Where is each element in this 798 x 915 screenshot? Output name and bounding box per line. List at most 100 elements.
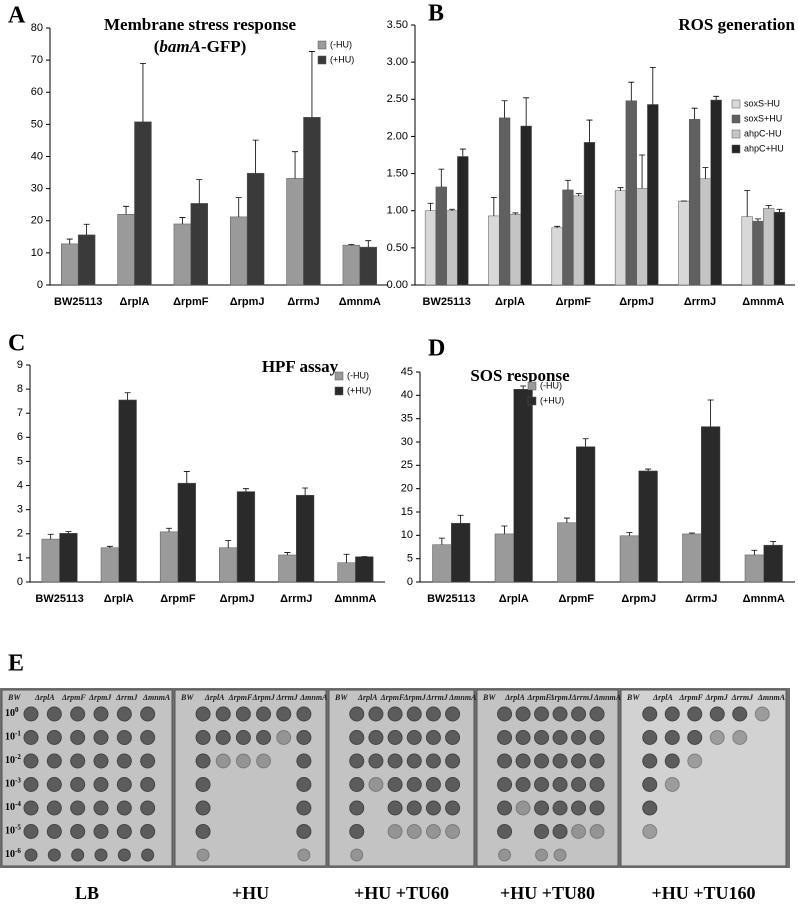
bar	[744, 554, 764, 583]
error-bar	[242, 488, 249, 492]
dilution-exp: -5	[15, 823, 21, 831]
colony-spot	[642, 753, 658, 769]
strain-label: ΔrplA	[504, 693, 525, 702]
y-tick-label: 50	[31, 118, 43, 130]
subtitle-part: bamA	[159, 37, 201, 56]
error-bar	[649, 66, 656, 105]
dilution-exp: -3	[15, 776, 21, 784]
bar	[509, 214, 522, 286]
colony-spot	[571, 824, 587, 839]
bar	[498, 117, 511, 286]
legend-swatch	[527, 396, 537, 406]
colony-spot	[515, 706, 531, 722]
bar	[118, 399, 137, 583]
x-tick-label: ΔrplA	[104, 593, 134, 605]
error-bar	[166, 527, 173, 532]
colony-spot	[515, 777, 531, 792]
dilution-label: 10-6	[5, 847, 21, 861]
strain-label: ΔrpmF	[678, 693, 703, 702]
colony-spot	[445, 706, 461, 722]
colony-spot	[140, 800, 156, 816]
error-bar	[523, 97, 530, 127]
colony-spot	[445, 730, 461, 745]
colony-spot	[195, 800, 211, 816]
x-tick-label: ΔrpmJ	[220, 593, 255, 605]
error-bar	[586, 119, 593, 143]
chart-title: ROS generation	[678, 15, 795, 34]
bar	[513, 389, 533, 583]
subtitle-part: (	[154, 37, 160, 56]
colony-spot	[46, 824, 62, 839]
colony-spot	[368, 753, 384, 769]
error-bar	[284, 552, 291, 555]
colony-spot	[687, 706, 703, 722]
legend-label: (-HU)	[330, 39, 352, 49]
legend-swatch	[731, 114, 741, 124]
x-tick-label: ΔrpmF	[559, 593, 595, 605]
error-bar	[564, 179, 571, 190]
colony-spot	[553, 848, 567, 862]
bar	[61, 243, 79, 286]
error-bar	[770, 541, 777, 546]
legend-label: ahpC+HU	[744, 143, 784, 153]
colony-spot	[642, 730, 658, 745]
bar	[773, 211, 786, 286]
colony-spot	[117, 848, 131, 862]
bar	[159, 531, 179, 583]
colony-spot	[368, 777, 384, 792]
legend-swatch	[317, 55, 327, 65]
colony-spot	[70, 706, 86, 722]
plate-label: +HU	[232, 883, 269, 903]
strain-label: ΔmnmA	[448, 693, 477, 702]
dilution-base: 10	[5, 779, 15, 790]
colony-spot	[406, 777, 422, 792]
y-tick-label: 1.00	[387, 205, 408, 217]
colony-spot	[195, 706, 211, 722]
strain-label: ΔrplA	[34, 693, 55, 702]
error-bar	[754, 218, 761, 222]
colony-spot	[498, 848, 512, 862]
colony-spot	[571, 730, 587, 745]
colony-spot	[235, 706, 251, 722]
bar	[296, 494, 315, 583]
error-bar	[501, 525, 508, 534]
dilution-base: 10	[5, 755, 15, 766]
bar	[173, 223, 192, 286]
colony-spot	[425, 824, 441, 839]
colony-spot	[116, 800, 132, 816]
colony-spot	[425, 730, 441, 745]
chart-subtitle: (bamA-GFP)	[154, 37, 247, 56]
bar	[699, 178, 712, 286]
dilution-base: 10	[5, 849, 15, 860]
error-bar	[707, 399, 714, 427]
colony-spot	[497, 706, 513, 722]
error-bar	[575, 193, 582, 196]
bar	[647, 104, 659, 286]
bar	[435, 186, 447, 286]
error-bar	[457, 514, 464, 524]
colony-spot	[445, 753, 461, 769]
legend-label: soxS+HU	[744, 113, 782, 123]
strain-label: ΔrrmJ	[275, 693, 298, 702]
plate-label: +HU +TU60	[354, 883, 449, 903]
bar	[710, 99, 722, 286]
legend-label: (+HU)	[347, 385, 371, 395]
y-tick-label: 35	[401, 413, 413, 425]
y-tick-label: 5	[407, 553, 413, 565]
error-bar	[106, 545, 113, 548]
colony-spot	[664, 706, 680, 722]
chart-title: SOS response	[470, 366, 570, 385]
strain-label: ΔrrmJ	[731, 693, 754, 702]
error-bar	[501, 100, 508, 118]
strain-label: ΔrplA	[652, 693, 673, 702]
colony-spot	[256, 706, 272, 722]
colony-spot	[732, 706, 748, 722]
error-bar	[65, 531, 72, 534]
error-bar	[225, 540, 232, 548]
dilution-base: 10	[5, 802, 15, 813]
dilution-label: 10-3	[5, 776, 21, 790]
colony-spot	[552, 777, 568, 792]
colony-spot	[425, 800, 441, 816]
colony-spot	[70, 777, 86, 792]
strain-label: ΔmnmA	[142, 693, 171, 702]
